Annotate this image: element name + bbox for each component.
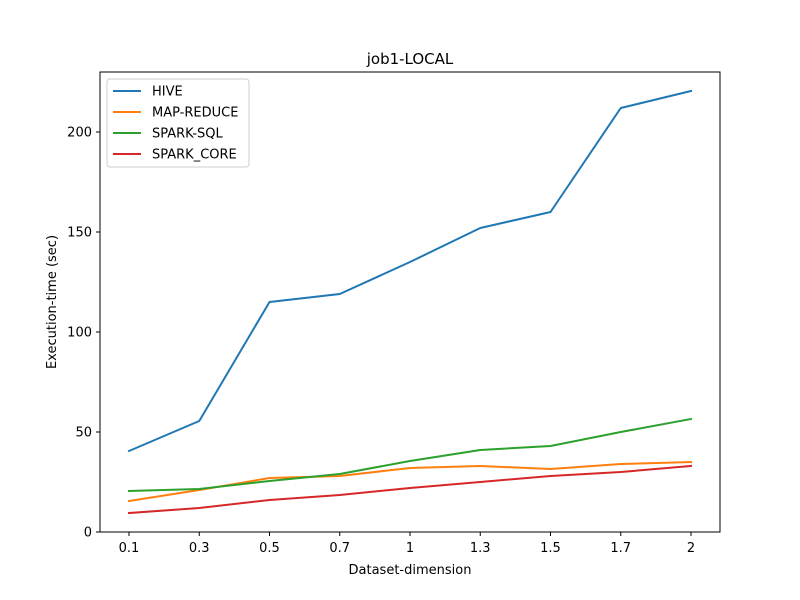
series-lines xyxy=(127,89,693,515)
series-line-spark-sql xyxy=(127,417,693,493)
legend-label-map-reduce: MAP-REDUCE xyxy=(152,106,238,121)
y-axis-label: Execution-time (sec) xyxy=(45,235,60,369)
y-ticks: 0 50 100 150 200 xyxy=(67,126,100,541)
y-tick-label: 100 xyxy=(67,326,92,341)
chart-title: job1-LOCAL xyxy=(366,50,454,68)
x-ticks: 0.1 0.3 0.5 0.7 1 1.3 1.5 1.7 2 xyxy=(119,532,695,556)
x-tick-label: 0.3 xyxy=(189,541,210,556)
series-line-hive xyxy=(127,89,693,453)
series-line-spark-core xyxy=(127,464,693,515)
y-tick-label: 0 xyxy=(84,526,92,541)
y-tick-label: 50 xyxy=(75,426,92,441)
x-tick-label: 1.7 xyxy=(610,541,631,556)
legend: HIVE MAP-REDUCE SPARK-SQL SPARK_CORE xyxy=(106,78,250,168)
legend-label-spark-sql: SPARK-SQL xyxy=(152,127,224,142)
x-tick-label: 0.7 xyxy=(329,541,350,556)
x-tick-label: 2 xyxy=(687,541,695,556)
x-tick-label: 0.1 xyxy=(119,541,140,556)
legend-label-hive: HIVE xyxy=(152,85,183,100)
legend-label-spark-core: SPARK_CORE xyxy=(152,148,237,163)
y-tick-label: 200 xyxy=(67,126,92,141)
y-tick-label: 150 xyxy=(67,226,92,241)
x-tick-label: 0.5 xyxy=(259,541,280,556)
x-axis-label: Dataset-dimension xyxy=(349,563,472,578)
plot-frame xyxy=(99,71,721,533)
legend-box xyxy=(106,78,250,168)
x-tick-label: 1 xyxy=(406,541,414,556)
x-tick-label: 1.3 xyxy=(470,541,491,556)
x-tick-label: 1.5 xyxy=(540,541,561,556)
